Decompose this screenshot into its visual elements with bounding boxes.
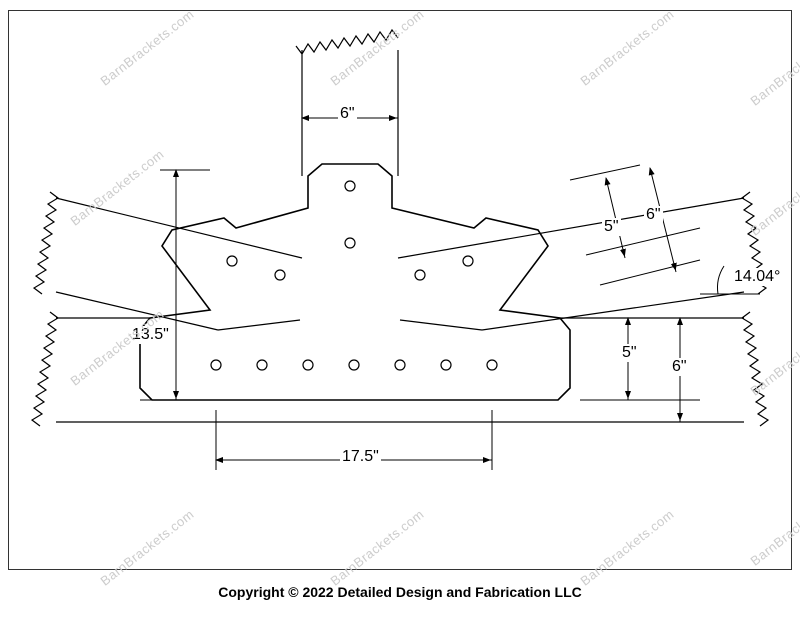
dim-ur-5: 5" [602, 218, 621, 236]
dim-left-13-5: 13.5" [130, 326, 171, 344]
hbeam-break-left [32, 312, 58, 426]
dim-right-6: 6" [670, 358, 689, 376]
dim-bottom-17-5: 17.5" [340, 448, 381, 466]
dim-angle: 14.04° [732, 268, 782, 286]
vertical-beam [296, 30, 398, 176]
diag-beam-left [34, 192, 302, 330]
bracket-plate [140, 164, 570, 400]
hbeam-break-right [742, 312, 768, 426]
dim-ur-6: 6" [644, 206, 663, 224]
dimensions [140, 80, 760, 470]
dim-right-5: 5" [620, 344, 639, 362]
bolt-holes [211, 181, 497, 370]
v-notch-left [218, 320, 300, 330]
v-notch-right [400, 320, 482, 330]
diag-beam-right [398, 192, 766, 330]
technical-drawing [0, 0, 800, 618]
dim-top-6: 6" [338, 105, 357, 123]
copyright-text: Copyright © 2022 Detailed Design and Fab… [0, 584, 800, 600]
